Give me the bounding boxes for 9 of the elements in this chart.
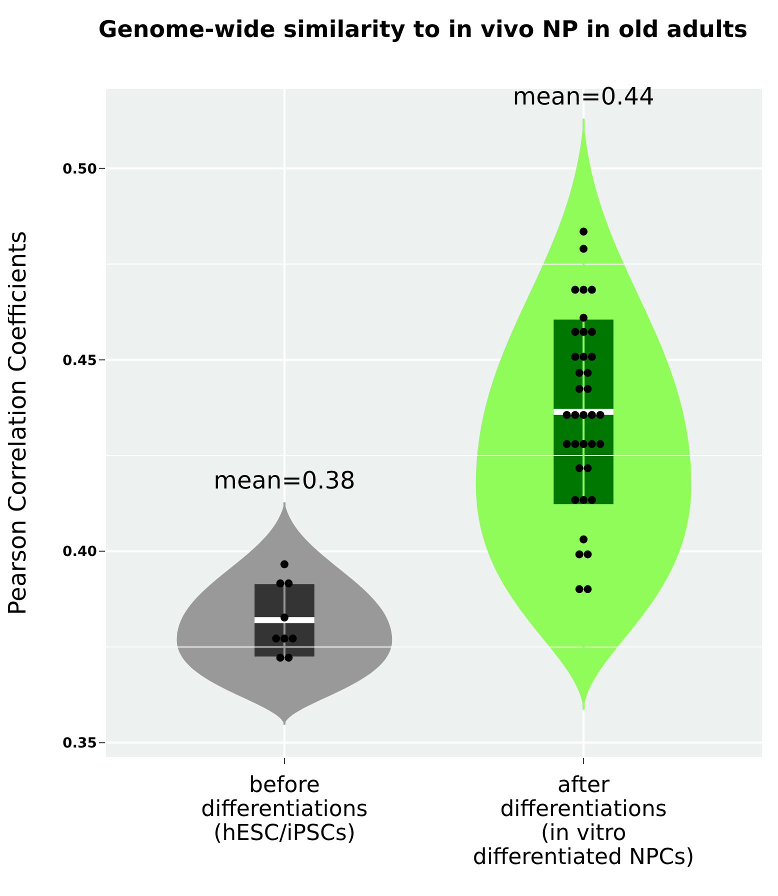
annotation: mean=0.38: [214, 466, 356, 494]
y-tick-label: 0.40: [62, 544, 98, 560]
x-tick-label: after differentiations (in vitro differentiated NPCs): [472, 773, 694, 870]
chart-title: Genome-wide similarity to in vivo NP in old adults: [97, 16, 749, 45]
y-tick-label: 0.35: [62, 736, 97, 752]
annotation: mean=0.44: [512, 82, 654, 111]
x-tick-label: before differentiations (hESC/iPSCs): [201, 773, 368, 846]
y-tick-label: 0.45: [62, 352, 97, 369]
y-tick-label: 0.50: [62, 161, 98, 178]
